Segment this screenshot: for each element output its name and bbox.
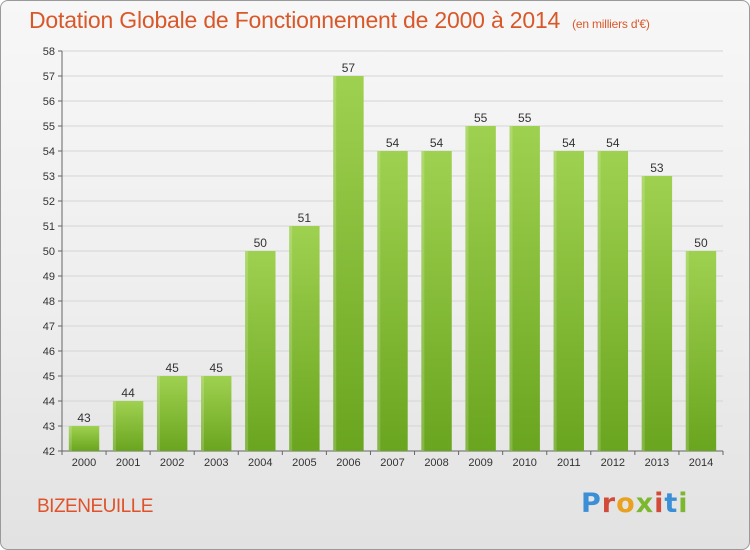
proxiti-logo[interactable]: Proxiti <box>581 488 689 519</box>
x-tick-label: 2003 <box>204 457 228 469</box>
y-tick-label: 48 <box>43 296 55 308</box>
bar-2012 <box>597 151 629 451</box>
bar-highlight <box>421 151 425 451</box>
y-tick-label: 47 <box>43 321 55 333</box>
bar-highlight <box>509 126 513 451</box>
y-tick-label: 51 <box>43 221 55 233</box>
data-label: 54 <box>386 136 400 150</box>
data-label: 44 <box>121 386 135 400</box>
bars <box>68 76 717 451</box>
bar-2013 <box>641 176 673 451</box>
x-tick-label: 2010 <box>512 457 536 469</box>
y-tick-label: 52 <box>43 196 55 208</box>
bar-highlight <box>156 376 160 451</box>
bar-2014 <box>685 251 717 451</box>
data-label: 50 <box>254 236 268 250</box>
data-label: 50 <box>694 236 708 250</box>
bar-2009 <box>465 126 496 451</box>
y-tick-label: 45 <box>43 371 55 383</box>
bar-highlight <box>245 251 249 451</box>
bar-2007 <box>377 151 408 451</box>
data-label: 51 <box>298 211 312 225</box>
x-tick-label: 2005 <box>292 457 316 469</box>
y-tick-label: 44 <box>43 396 55 408</box>
y-tick-label: 58 <box>43 46 55 58</box>
bar-2002 <box>156 376 188 451</box>
bar-highlight <box>333 76 337 451</box>
bar-highlight <box>685 251 689 451</box>
x-tick-label: 2009 <box>468 457 492 469</box>
chart-subtitle: (en milliers d'€) <box>572 17 650 31</box>
bar-2000 <box>68 426 100 451</box>
x-tick-label: 2004 <box>248 457 272 469</box>
data-labels: 43 44 45 45 50 51 57 54 54 55 55 54 54 53 50 <box>77 61 708 425</box>
data-label: 45 <box>165 361 179 375</box>
commune-name: BIZENEUILLE <box>37 496 153 517</box>
bar-2011 <box>553 151 584 451</box>
x-tick-label: 2008 <box>424 457 448 469</box>
data-label: 53 <box>650 161 664 175</box>
bar-highlight <box>289 226 293 451</box>
bar-2001 <box>112 401 144 451</box>
x-tick-label: 2002 <box>160 457 184 469</box>
bar-highlight <box>68 426 72 451</box>
x-tick-label: 2007 <box>380 457 404 469</box>
data-label: 45 <box>210 361 224 375</box>
x-tick-label: 2000 <box>72 457 96 469</box>
bar-2010 <box>509 126 540 451</box>
y-tick-label: 49 <box>43 271 55 283</box>
x-tick-label: 2013 <box>645 457 669 469</box>
x-tick-label: 2014 <box>689 457 713 469</box>
bar-highlight <box>112 401 116 451</box>
x-tick-label: 2012 <box>601 457 625 469</box>
bar-highlight <box>641 176 645 451</box>
y-tick-label: 46 <box>43 346 55 358</box>
x-tick-label: 2001 <box>116 457 140 469</box>
bar-highlight <box>553 151 557 451</box>
data-label: 55 <box>474 111 488 125</box>
y-tick-label: 43 <box>43 421 55 433</box>
bar-highlight <box>597 151 601 451</box>
bar-2004 <box>245 251 276 451</box>
x-tick-label: 2006 <box>336 457 360 469</box>
bar-2005 <box>289 226 320 451</box>
chart-title: Dotation Globale de Fonctionnement de 20… <box>29 7 650 34</box>
y-tick-label: 54 <box>43 146 55 158</box>
chart-title-text: Dotation Globale de Fonctionnement de 20… <box>29 7 561 33</box>
y-tick-label: 55 <box>43 121 55 133</box>
x-tick-label: 2011 <box>557 457 581 469</box>
y-tick-label: 56 <box>43 96 55 108</box>
bar-2003 <box>201 376 232 451</box>
y-tick-label: 42 <box>43 446 55 458</box>
data-label: 55 <box>518 111 532 125</box>
bar-highlight <box>465 126 469 451</box>
data-label: 54 <box>606 136 620 150</box>
data-label: 43 <box>77 411 91 425</box>
bar-highlight <box>201 376 205 451</box>
data-label: 54 <box>562 136 576 150</box>
y-tick-label: 53 <box>43 171 55 183</box>
y-tick-label: 57 <box>43 71 55 83</box>
bar-highlight <box>377 151 381 451</box>
bar-2006 <box>333 76 364 451</box>
y-tick-label: 50 <box>43 246 55 258</box>
bar-2008 <box>421 151 452 451</box>
data-label: 54 <box>430 136 444 150</box>
data-label: 57 <box>342 61 356 75</box>
